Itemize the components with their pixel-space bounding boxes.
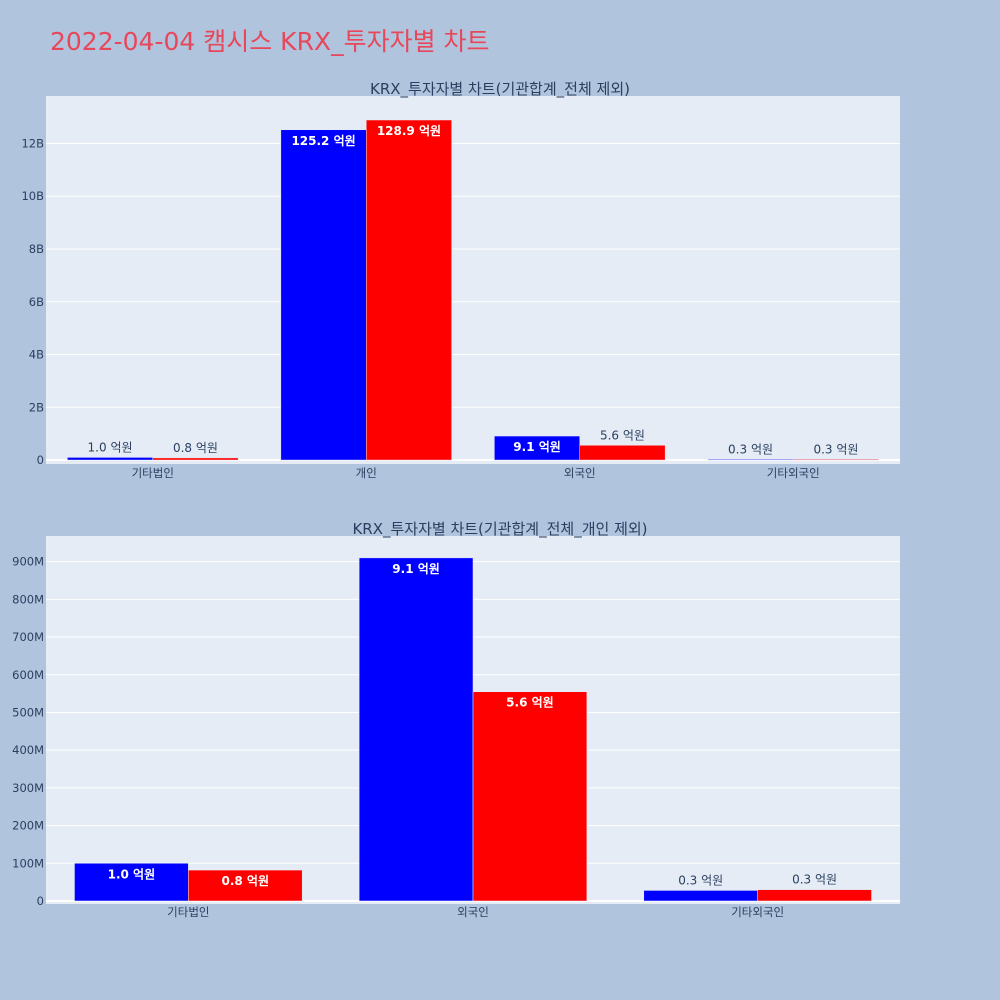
data-label: 5.6 억원 [506,696,554,710]
bar [280,129,367,461]
data-label: 125.2 억원 [291,134,355,148]
chart-title: KRX_투자자별 차트(기관합계_전체_개인 제외) [352,520,647,539]
y-tick-label: 500M [12,705,44,719]
y-tick-label: 4B [29,348,44,362]
x-tick-label: 외국인 [457,905,489,919]
y-tick-label: 0 [37,453,44,467]
bar [74,863,189,902]
data-label: 0.3 억원 [813,442,858,456]
y-tick-label: 300M [12,781,44,795]
data-label: 1.0 억원 [88,440,133,454]
y-tick-label: 600M [12,668,44,682]
bar [472,691,588,902]
y-tick-label: 12B [21,136,44,150]
page-title: 2022-04-04 캠시스 KRX_투자자별 차트 [50,27,490,56]
x-tick-label: 개인 [356,466,377,480]
bar [188,869,303,902]
bar [67,457,153,461]
y-tick-label: 100M [12,856,44,870]
y-tick-label: 8B [29,242,44,256]
y-tick-label: 400M [12,743,44,757]
chart-title: KRX_투자자별 차트(기관합계_전체 제외) [370,80,630,99]
y-tick-label: 2B [29,400,44,414]
data-label: 5.6 억원 [600,428,645,442]
data-label: 9.1 억원 [392,562,440,576]
bar [358,557,474,902]
x-tick-label: 기타외국인 [767,466,820,480]
y-tick-label: 900M [12,555,44,569]
bar [152,457,239,461]
data-label: 0.3 억원 [792,873,837,887]
y-tick-label: 10B [21,189,44,203]
data-label: 0.3 억원 [678,873,723,887]
y-tick-label: 700M [12,630,44,644]
y-tick-label: 800M [12,592,44,606]
x-tick-label: 기타외국인 [731,905,784,919]
bar [793,459,879,461]
bar [366,119,452,461]
data-label: 9.1 억원 [513,440,561,454]
y-tick-label: 0 [37,894,44,908]
data-label: 0.8 억원 [173,441,218,455]
bar [579,445,666,461]
x-tick-label: 기타법인 [132,466,174,480]
data-label: 0.8 억원 [222,874,270,888]
y-tick-label: 6B [29,295,44,309]
data-label: 1.0 억원 [108,867,156,881]
chart-2: KRX_투자자별 차트(기관합계_전체_개인 제외) 0 100M 200M 300M 4… [12,520,900,919]
data-label: 128.9 억원 [377,124,441,138]
plot-area [46,96,900,464]
chart-1: KRX_투자자별 차트(기관합계_전체 제외) 0 2B 4B 6B 8B 10B 12B 1.… [21,80,900,480]
bar [707,459,794,461]
bar [757,889,872,902]
data-label: 0.3 억원 [728,442,773,456]
x-tick-label: 기타법인 [167,905,209,919]
y-tick-label: 200M [12,819,44,833]
bar [643,890,758,902]
x-tick-label: 외국인 [564,466,596,480]
